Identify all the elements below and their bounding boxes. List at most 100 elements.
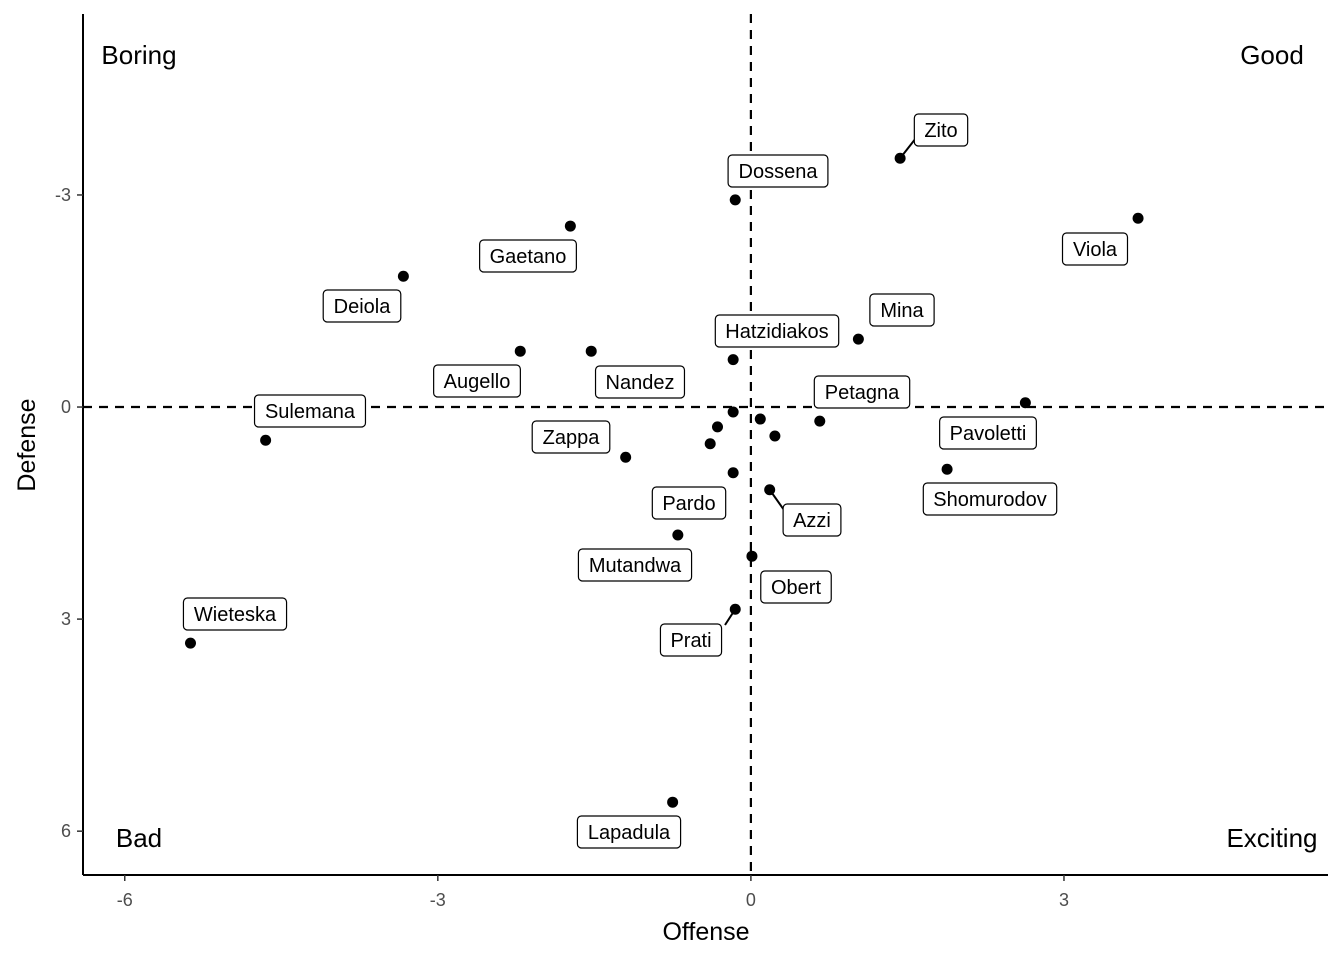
data-point [704, 438, 716, 450]
point-label-text: Lapadula [588, 822, 671, 844]
point-label-text: Azzi [793, 510, 831, 532]
data-point [397, 270, 409, 282]
point-label-text: Viola [1073, 239, 1118, 261]
point-label: Augello [433, 364, 521, 398]
point-label-text: Prati [670, 630, 711, 652]
point-label: Gaetano [479, 239, 577, 273]
data-point [729, 194, 741, 206]
point-label-text: Dossena [739, 161, 819, 183]
point-label: Pavoletti [939, 416, 1037, 450]
point-label-text: Obert [771, 577, 821, 599]
quadrant-label-bottom-left: Bad [116, 823, 162, 853]
data-point [1132, 212, 1144, 224]
data-point [746, 550, 758, 562]
data-point [894, 152, 906, 164]
point-label-text: Augello [444, 371, 511, 393]
quadrant-label-top-left: Boring [101, 40, 176, 70]
x-tick-label: -3 [430, 890, 446, 910]
x-tick-label: 0 [746, 890, 756, 910]
x-tick-label: -6 [117, 890, 133, 910]
point-label-box [253, 394, 367, 428]
point-label-text: Petagna [825, 382, 900, 404]
point-label-text: Zappa [543, 427, 601, 449]
data-point [941, 463, 953, 475]
point-label-text: Deiola [334, 296, 392, 318]
data-point [514, 345, 526, 357]
point-label-text: Pardo [662, 493, 715, 515]
point-label-box [813, 375, 911, 409]
data-point [729, 603, 741, 615]
y-tick-label: -3 [55, 185, 71, 205]
point-label-box [433, 364, 521, 398]
point-label-text: Mina [880, 300, 924, 322]
y-axis-title: Defense [13, 398, 41, 491]
point-label: Petagna [813, 375, 911, 409]
data-point [712, 421, 724, 433]
data-point [727, 406, 739, 418]
point-label-text: Sulemana [265, 401, 356, 423]
point-label: Shomurodov [922, 482, 1058, 516]
quadrant-label-top-right: Good [1240, 40, 1304, 70]
point-label-box [714, 314, 840, 348]
point-label-box [479, 239, 577, 273]
data-point [620, 451, 632, 463]
data-point [727, 354, 739, 366]
point-label-box [659, 623, 723, 657]
point-label-text: Shomurodov [933, 489, 1046, 511]
point-label-box [1061, 232, 1129, 266]
point-label: Mutandwa [577, 548, 693, 582]
data-point [672, 529, 684, 541]
data-point [1019, 397, 1031, 409]
point-label-text: Pavoletti [950, 423, 1027, 445]
point-label-box [182, 597, 288, 631]
data-point [754, 413, 766, 425]
point-label-text: Wieteska [194, 604, 277, 626]
point-label-box [869, 293, 935, 327]
point-label: Lapadula [576, 815, 682, 849]
y-tick-label: 3 [61, 609, 71, 629]
point-label-text: Zito [924, 120, 957, 142]
quadrant-label-bottom-right: Exciting [1226, 823, 1317, 853]
point-label: Sulemana [253, 394, 367, 428]
data-point [184, 637, 196, 649]
x-axis-title: Offense [662, 918, 749, 946]
point-label-text: Nandez [606, 372, 675, 394]
point-label: Hatzidiakos [714, 314, 840, 348]
data-point [814, 415, 826, 427]
data-point [769, 430, 781, 442]
point-label-box [727, 154, 829, 188]
point-label: Prati [659, 623, 723, 657]
point-label: Nandez [594, 365, 686, 399]
data-point [564, 220, 576, 232]
point-label-box [922, 482, 1058, 516]
data-point [764, 484, 776, 496]
point-label: Mina [869, 293, 935, 327]
point-label-box [594, 365, 686, 399]
point-label: Zappa [531, 420, 611, 454]
point-label: Azzi [782, 503, 842, 537]
x-tick-label: 3 [1059, 890, 1069, 910]
point-label: Wieteska [182, 597, 288, 631]
point-label: Zito [913, 113, 969, 147]
point-label-box [577, 548, 693, 582]
point-label: Pardo [651, 486, 727, 520]
point-label: Deiola [322, 289, 402, 323]
data-point [667, 796, 679, 808]
data-point [585, 345, 597, 357]
point-label-box [322, 289, 402, 323]
point-label-text: Hatzidiakos [725, 321, 828, 343]
point-label: Viola [1061, 232, 1129, 266]
point-label-box [651, 486, 727, 520]
point-label-box [576, 815, 682, 849]
data-point [260, 434, 272, 446]
point-label-box [782, 503, 842, 537]
y-tick-label: 6 [61, 821, 71, 841]
point-label-box [531, 420, 611, 454]
y-tick-label: 0 [61, 397, 71, 417]
point-label-text: Gaetano [490, 246, 567, 268]
point-label: Dossena [727, 154, 829, 188]
point-label-box [939, 416, 1037, 450]
data-point [852, 333, 864, 345]
data-point [727, 467, 739, 479]
